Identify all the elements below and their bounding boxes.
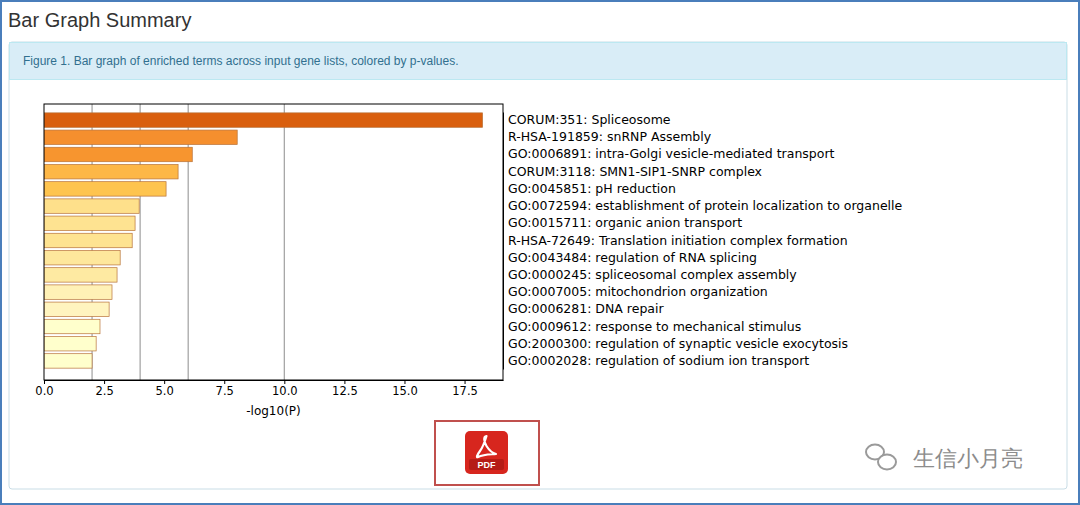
pdf-label[interactable]: PDF [478,460,497,470]
category-label: GO:0000245: spliceosomal complex assembl… [508,267,797,282]
y-tick: GO:0000245: spliceosomal complex assembl… [503,267,797,282]
category-label: GO:0045851: pH reduction [508,181,676,196]
y-axis: CORUM:351: Spliceosome R-HSA-191859: snRN… [503,112,903,369]
category-label: GO:0015711: organic anion transport [508,215,742,230]
threshold-line [284,104,285,380]
y-tick: GO:2000300: regulation of synaptic vesic… [503,336,848,351]
x-axis: 0.0 2.5 5.0 7.5 10.0 12.5 15.0 17.5 [35,380,503,398]
y-tick: GO:0045851: pH reduction [503,181,676,196]
bar [44,319,100,333]
page-border [1,1,1079,504]
bar [44,113,483,127]
panel [9,42,1067,489]
bar [44,216,135,230]
category-label: GO:0007005: mitochondrion organization [508,284,768,299]
y-tick: GO:0006891: intra-Golgi vesicle-mediated… [503,146,835,161]
y-tick: GO:0015711: organic anion transport [503,215,742,230]
bar [44,354,92,368]
category-label: GO:0002028: regulation of sodium ion tra… [508,353,809,368]
category-label: GO:0009612: response to mechanical stimu… [508,319,801,334]
x-tick: 7.5 [216,380,234,398]
category-label: GO:2000300: regulation of synaptic vesic… [508,336,848,351]
pdf-icon-band[interactable] [469,459,504,470]
watermark: 生信小月亮 [866,445,1023,472]
x-tick: 10.0 [272,380,298,398]
watermark-text: 生信小月亮 [913,446,1023,471]
x-axis-title: -log10(P) [246,404,301,418]
x-axis-line [45,380,504,381]
plot-marks [44,104,483,380]
y-tick: GO:0043484: regulation of RNA splicing [503,250,757,265]
bar [44,268,117,282]
bar [44,233,132,247]
x-tick: 17.5 [452,380,478,398]
category-label: CORUM:351: Spliceosome [508,112,671,127]
pdf-icon-bg[interactable] [465,431,508,474]
y-tick: R-HSA-191859: snRNP Assembly [503,129,712,144]
bar [44,164,178,178]
threshold-line [188,104,189,380]
x-tick-label: 7.5 [216,384,234,398]
y-tick: GO:0006281: DNA repair [503,301,664,316]
pdf-button[interactable]: PDF [465,431,508,474]
chart: 0.0 2.5 5.0 7.5 10.0 12.5 15.0 17.5 -log10(P) COR… [35,104,902,418]
bar [44,285,112,299]
category-label: R-HSA-191859: snRNP Assembly [508,129,712,144]
x-tick-label: 17.5 [452,384,478,398]
x-tick-label: 10.0 [272,384,298,398]
page-canvas: Bar Graph Summary Figure 1. Bar graph of … [0,0,1080,505]
y-tick: GO:0002028: regulation of sodium ion tra… [503,353,809,368]
bar [44,130,237,144]
watermark-icon [878,455,896,470]
bar [44,182,166,196]
category-label: GO:0006891: intra-Golgi vesicle-mediated… [508,146,835,161]
bar [44,336,96,350]
plot-background [44,104,503,380]
x-tick: 5.0 [156,380,174,398]
x-tick: 0.0 [35,380,53,398]
y-axis-line [503,113,504,370]
bar [44,250,120,264]
x-tick-label: 5.0 [156,384,174,398]
bar [44,199,139,213]
category-label: CORUM:3118: SMN1-SIP1-SNRP complex [508,164,762,179]
x-tick-label: 12.5 [332,384,358,398]
x-tick: 12.5 [332,380,358,398]
y-tick: CORUM:351: Spliceosome [503,112,671,127]
y-tick: CORUM:3118: SMN1-SIP1-SNRP complex [503,164,762,179]
plot-frame [44,104,503,380]
x-tick: 15.0 [392,380,418,398]
category-label: GO:0072594: establishment of protein loc… [508,198,903,213]
y-tick: GO:0072594: establishment of protein loc… [503,198,903,213]
x-tick-label: 0.0 [35,384,53,398]
caption-box [10,43,1067,80]
page-title: Bar Graph Summary [8,9,191,31]
y-tick: GO:0007005: mitochondrion organization [503,284,768,299]
y-tick: R-HSA-72649: Translation initiation comp… [503,233,848,248]
pdf-icon-symbol[interactable] [477,436,496,457]
caption: Figure 1. Bar graph of enriched terms ac… [23,54,459,68]
category-label: R-HSA-72649: Translation initiation comp… [508,233,848,248]
y-tick: GO:0009612: response to mechanical stimu… [503,319,801,334]
bar [44,302,109,316]
x-tick-label: 15.0 [392,384,418,398]
threshold-line [140,104,141,380]
bar [44,147,192,161]
category-label: GO:0006281: DNA repair [508,301,664,316]
pdf-highlight-box [435,421,539,485]
x-tick-label: 2.5 [95,384,113,398]
category-label: GO:0043484: regulation of RNA splicing [508,250,757,265]
x-tick: 2.5 [95,380,113,398]
